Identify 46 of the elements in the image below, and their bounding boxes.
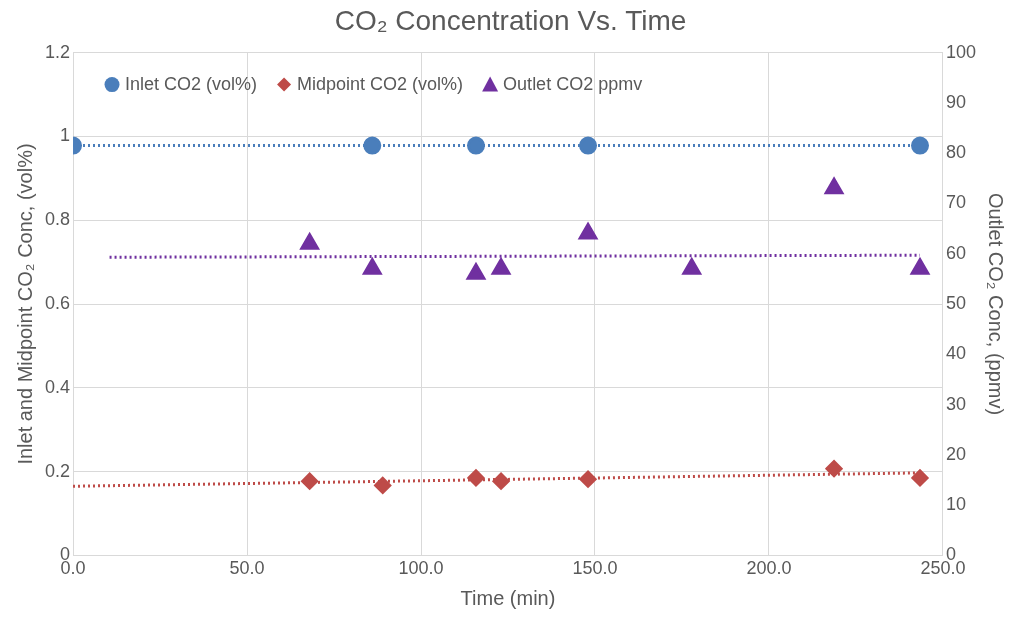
y2-tick-label: 20 xyxy=(945,443,966,464)
point xyxy=(825,460,843,478)
point xyxy=(579,470,597,488)
y-tick-label: 1 xyxy=(60,125,71,146)
x-tick-label: 100.0 xyxy=(398,558,444,579)
point xyxy=(824,177,844,195)
point xyxy=(362,258,382,275)
y-tick-label: 0.8 xyxy=(44,209,71,230)
y2-tick-label: 50 xyxy=(945,292,966,313)
y2-tick-label: 90 xyxy=(945,91,966,112)
point xyxy=(301,472,319,490)
legend-label: Outlet CO2 ppmv xyxy=(503,73,643,94)
legend-label: Inlet CO2 (vol%) xyxy=(125,73,258,94)
x-tick-label: 50.0 xyxy=(229,558,265,579)
point xyxy=(910,258,930,275)
point xyxy=(911,469,929,487)
point xyxy=(682,258,702,275)
y2-tick-label: 40 xyxy=(945,343,966,364)
point xyxy=(579,136,598,155)
point xyxy=(578,223,598,240)
x-tick-label: 150.0 xyxy=(572,558,618,579)
point xyxy=(492,472,510,490)
point xyxy=(491,258,511,275)
y-tick-label: 0.2 xyxy=(44,460,71,481)
y-tick-label: 1.2 xyxy=(44,41,71,62)
y2-tick-label: 10 xyxy=(945,494,966,515)
x-axis-title: Time (min) xyxy=(460,586,556,609)
point xyxy=(911,136,929,155)
point xyxy=(467,469,485,487)
y-tick-label: 0.4 xyxy=(44,376,71,397)
point xyxy=(466,136,485,155)
y2-tick-label: 80 xyxy=(945,142,966,163)
y2-tick-label: 100 xyxy=(945,41,977,62)
point xyxy=(374,476,392,494)
y-axis-title: Inlet and Midpoint CO₂ Conc, (vol%) xyxy=(13,143,36,465)
chart-title: CO₂ Concentration Vs. Time xyxy=(334,4,687,36)
y2-axis-title: Outlet CO₂ Conc, (ppmv) xyxy=(985,192,1008,416)
point xyxy=(466,263,486,280)
point xyxy=(300,233,319,250)
legend-label: Midpoint CO2 (vol%) xyxy=(297,73,464,94)
y2-tick-label: 60 xyxy=(945,242,966,263)
point xyxy=(363,136,382,155)
x-tick-label: 200.0 xyxy=(746,558,792,579)
y-tick-label: 0.6 xyxy=(44,292,71,313)
y2-tick-label: 70 xyxy=(945,192,966,213)
y2-tick-label: 30 xyxy=(945,393,966,414)
